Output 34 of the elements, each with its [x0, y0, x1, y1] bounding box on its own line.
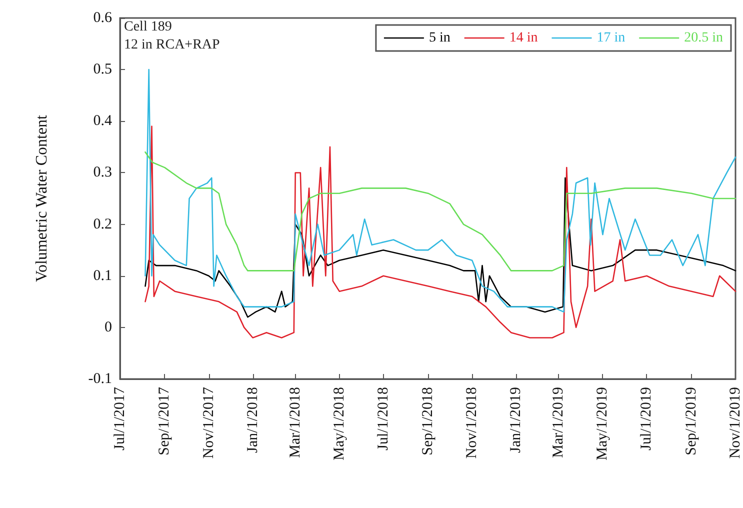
legend-label: 17 in [596, 30, 626, 46]
x-tick-label: Jan/1/2018 [244, 387, 261, 453]
y-tick-label: 0 [104, 319, 112, 336]
y-tick-label: 0.4 [93, 113, 112, 130]
x-tick-label: Sep/1/2017 [156, 386, 173, 456]
annotation: 12 in RCA+RAP [124, 38, 220, 52]
x-tick-label: Nov/1/2019 [728, 387, 743, 459]
x-tick-label: Mar/1/2018 [287, 387, 304, 458]
y-tick-label: -0.1 [88, 371, 112, 387]
x-tick-label: Jul/1/2017 [112, 386, 128, 450]
x-tick-label: Nov/1/2017 [200, 386, 217, 459]
x-tick-label: Jul/1/2019 [638, 387, 655, 450]
x-tick-label: Jul/1/2018 [375, 387, 392, 450]
legend-label: 14 in [509, 30, 538, 46]
x-tick-label: May/1/2019 [594, 387, 611, 460]
legend-label: 20.5 in [684, 30, 723, 46]
x-tick-label: Sep/1/2018 [420, 387, 436, 456]
x-tick-label: Mar/1/2019 [550, 387, 567, 458]
y-tick-label: 0.1 [93, 268, 112, 284]
x-tick-label: Nov/1/2018 [464, 387, 480, 459]
y-tick-label: 0.6 [93, 10, 112, 26]
y-tick-label: 0.5 [93, 62, 112, 78]
y-tick-label: 0.3 [93, 164, 112, 181]
legend-label: 5 in [428, 30, 450, 46]
x-tick-label: Sep/1/2019 [683, 387, 700, 456]
line-series [144, 126, 736, 338]
line-series [144, 177, 736, 318]
y-axis-title: Volumetric Water Content [34, 114, 50, 282]
line-series [144, 151, 736, 272]
annotation: Cell 189 [124, 20, 172, 34]
line-series [144, 68, 736, 313]
x-tick-label: Jan/1/2019 [508, 387, 524, 453]
y-tick-label: 0.2 [93, 216, 112, 232]
x-tick-label: May/1/2018 [331, 387, 348, 460]
